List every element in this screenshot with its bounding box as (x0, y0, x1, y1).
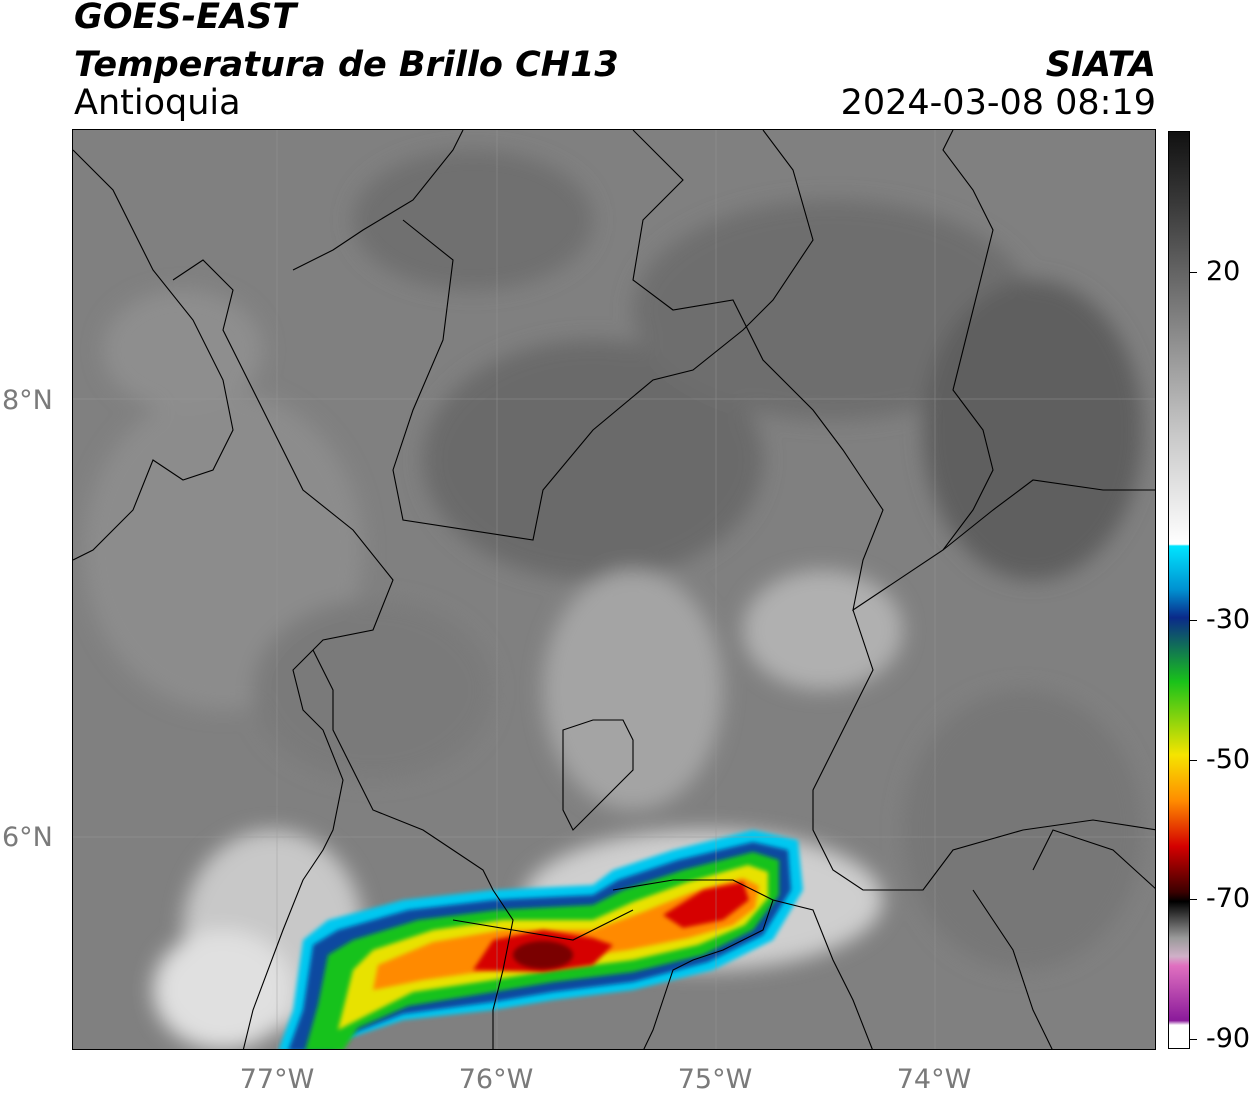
map-canvas (73, 130, 1155, 1049)
datetime-label: 2024-03-08 08:19 (840, 83, 1156, 123)
lon-label-77w: 77°W (239, 1064, 315, 1095)
colorbar-tick (1189, 1039, 1197, 1040)
graticule (73, 130, 1155, 1049)
convective-system (278, 830, 803, 1049)
colorbar-label-minus50: -50 (1206, 744, 1251, 775)
colorbar-label-minus30: -30 (1206, 604, 1251, 635)
satellite-title: GOES-EAST (74, 0, 297, 37)
colorbar-tick (1189, 272, 1197, 273)
lon-label-75w: 75°W (677, 1064, 753, 1095)
colorbar-tick (1189, 760, 1197, 761)
colorbar-label-minus70: -70 (1206, 883, 1251, 914)
colorbar-label-20: 20 (1206, 256, 1241, 287)
colorbar-tick (1189, 620, 1197, 621)
colorbar (1168, 131, 1190, 1049)
lat-label-6n: 6°N (2, 822, 53, 853)
product-title: Temperatura de Brillo CH13 (74, 45, 619, 85)
colorbar-tick (1189, 899, 1197, 900)
lon-label-74w: 74°W (896, 1064, 972, 1095)
admin-boundaries (73, 130, 1155, 1049)
organization-label: SIATA (1045, 45, 1156, 85)
lat-label-8n: 8°N (2, 385, 53, 416)
satellite-map (72, 129, 1156, 1050)
region-label: Antioquia (74, 83, 241, 123)
lon-label-76w: 76°W (458, 1064, 534, 1095)
colorbar-label-minus90: -90 (1206, 1023, 1251, 1054)
